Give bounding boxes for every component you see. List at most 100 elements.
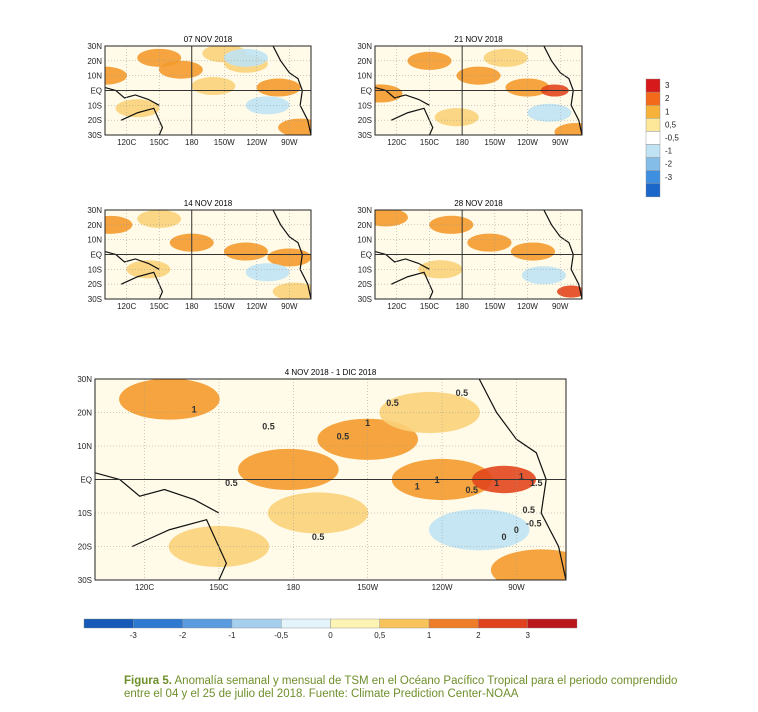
contour-label: 1 <box>519 472 524 482</box>
contour-label: 0.5 <box>466 485 479 495</box>
x-tick-label: 120W <box>246 138 267 147</box>
x-tick-label: 150C <box>420 302 439 311</box>
y-tick-label: EQ <box>80 476 92 485</box>
legend-swatch <box>645 78 661 93</box>
legend-swatch <box>133 618 183 629</box>
caption-label: Figura 5. <box>124 675 172 687</box>
y-tick-label: 10N <box>357 72 372 81</box>
y-tick-label: 10N <box>87 72 102 81</box>
contour-label: 1.5 <box>530 478 543 488</box>
legend-label: -0,5 <box>274 631 288 640</box>
x-tick-label: 150W <box>484 302 505 311</box>
contour-label: 0.5 <box>225 478 238 488</box>
y-tick-label: 20N <box>357 57 372 66</box>
y-tick-label: 30N <box>357 42 372 51</box>
x-tick-label: 120C <box>387 302 406 311</box>
y-tick-label: 20S <box>88 280 102 289</box>
legend-swatch <box>428 618 479 629</box>
y-tick-label: 20N <box>77 409 92 418</box>
coastline-americas <box>543 210 582 299</box>
anomaly-patch <box>554 122 582 135</box>
legend-swatch <box>645 104 661 119</box>
map-panel-5: 4 NOV 2018 - 1 DIC 2018 30N 20N 10N EQ 10S 20S… <box>77 368 567 592</box>
y-tick-label: 30S <box>358 295 372 304</box>
anomaly-patch <box>467 233 512 252</box>
x-tick-label: 150C <box>420 138 439 147</box>
legend-swatch <box>478 618 528 629</box>
x-tick-label: 180 <box>455 302 469 311</box>
x-tick-label: 120W <box>517 302 538 311</box>
x-tick-label: 150C <box>209 583 228 592</box>
anomaly-patch <box>557 285 582 298</box>
y-tick-label: 30N <box>357 206 372 215</box>
legend-label: 3 <box>665 81 670 90</box>
x-tick-label: 120C <box>117 302 136 311</box>
legend-swatch <box>182 618 233 629</box>
legend-swatch <box>83 618 134 629</box>
map-title: 21 NOV 2018 <box>454 35 503 44</box>
y-tick-label: 20S <box>358 116 372 125</box>
legend-swatch <box>645 157 661 171</box>
x-tick-label: 180 <box>185 302 199 311</box>
y-tick-label: 10N <box>77 442 92 451</box>
x-tick-label: 150W <box>357 583 378 592</box>
contour-label: 1 <box>435 475 440 485</box>
contour-label: 1 <box>365 418 370 428</box>
legend-label: 0,5 <box>665 120 677 129</box>
caption-text: Anomalía semanal y mensual de TSM en el … <box>124 675 678 700</box>
anomaly-patch <box>483 48 528 67</box>
legend-swatch <box>330 618 380 629</box>
y-tick-label: 30N <box>77 375 92 384</box>
legend-label: 3 <box>525 631 530 640</box>
contour-label: 1 <box>494 478 499 488</box>
coastline-americas <box>543 46 582 135</box>
y-tick-label: 10S <box>88 265 102 274</box>
y-tick-label: 30S <box>358 131 372 140</box>
legend-label: -1 <box>228 631 236 640</box>
x-tick-label: 120C <box>135 583 154 592</box>
y-tick-label: EQ <box>360 251 372 260</box>
y-tick-label: EQ <box>360 87 372 96</box>
legend-swatch <box>645 91 661 106</box>
x-tick-label: 150C <box>150 302 169 311</box>
map-frame <box>104 209 312 300</box>
x-tick-label: 90W <box>508 583 525 592</box>
coastline-americas <box>478 379 566 580</box>
map-panel-4: 28 NOV 2018 30N 20N 10N EQ 10S 20S 30S 120C 150C 1… <box>357 199 583 311</box>
legend-label: -2 <box>665 160 673 169</box>
contour-label: 0 <box>514 525 519 535</box>
anomaly-patch <box>238 448 339 491</box>
contour-label: 0.5 <box>262 421 275 431</box>
y-tick-label: 30N <box>87 42 102 51</box>
anomaly-patch <box>527 103 572 122</box>
y-tick-label: EQ <box>90 251 102 260</box>
horizontal-color-legend: -3 -2 -1 -0,5 0 0,5 1 2 3 <box>83 618 578 640</box>
legend-swatch <box>231 618 282 629</box>
map-title: 4 NOV 2018 - 1 DIC 2018 <box>285 368 377 377</box>
anomaly-patch <box>510 242 556 261</box>
anomaly-patch <box>245 263 290 282</box>
x-tick-label: 90W <box>552 138 569 147</box>
map-frame <box>374 45 583 136</box>
legend-label: 0,5 <box>374 631 386 640</box>
anomaly-patch <box>375 210 408 227</box>
map-panel-3: 14 NOV 2018 30N 20N 10N EQ 10S 20S 30S 120C 150C 1… <box>87 199 312 311</box>
legend-swatch <box>645 118 661 132</box>
y-tick-label: 10S <box>358 265 372 274</box>
anomaly-patch <box>137 210 182 228</box>
figure-caption: Figura 5. Anomalía semanal y mensual de … <box>124 675 699 701</box>
contour-label: -0.5 <box>526 518 542 528</box>
contour-label: 1 <box>192 405 197 415</box>
x-tick-label: 90W <box>281 138 298 147</box>
x-tick-label: 150W <box>214 138 235 147</box>
legend-label: 2 <box>476 631 481 640</box>
legend-label: -3 <box>130 631 138 640</box>
y-tick-label: 30N <box>87 206 102 215</box>
anomaly-patch <box>490 549 566 580</box>
coastline-americas <box>272 46 311 135</box>
legend-label: -2 <box>179 631 187 640</box>
legend-label: -0,5 <box>665 134 679 143</box>
contour-label: 0.5 <box>337 431 350 441</box>
y-tick-label: 10N <box>87 236 102 245</box>
